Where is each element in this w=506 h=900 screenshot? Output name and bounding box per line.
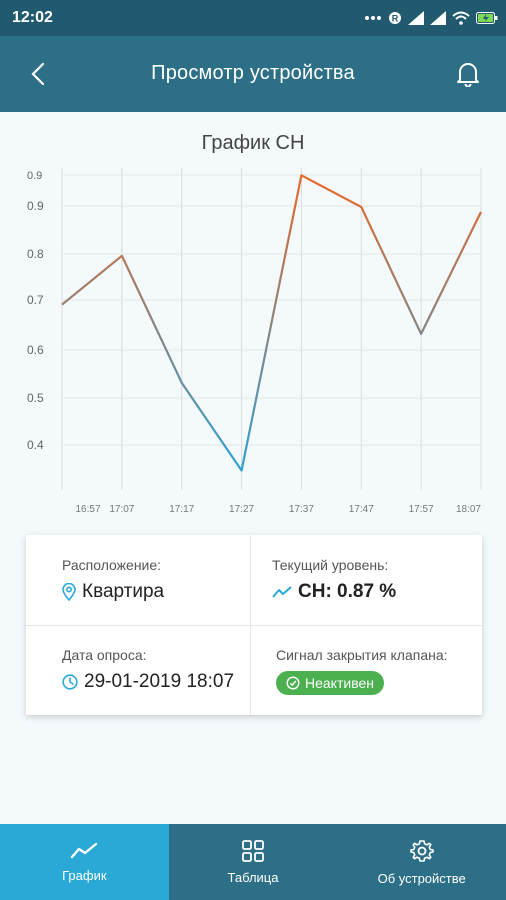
date-cell: Дата опроса: 29-01-2019 18:07 xyxy=(62,647,234,693)
bell-icon xyxy=(457,63,479,87)
device-info-card: Расположение: Квартира Текущий уровень: … xyxy=(26,535,482,715)
line-chart: 0.9 0.9 0.8 0.7 0.6 0.5 0.4 16:57 17:07 17:17 17:… xyxy=(27,168,482,515)
svg-text:R: R xyxy=(392,14,399,24)
valve-status-text: Неактивен xyxy=(305,675,374,691)
location-pin-icon xyxy=(62,583,76,601)
status-bar: 12:02 R xyxy=(0,0,506,36)
gear-icon xyxy=(409,839,434,862)
x-tick-label: 17:47 xyxy=(349,504,374,515)
x-tick-label: 17:37 xyxy=(289,504,314,515)
y-tick-label: 0.9 xyxy=(27,170,42,182)
card-divider-horizontal xyxy=(26,625,482,626)
nav-chart[interactable]: График xyxy=(0,824,169,900)
y-tick-label: 0.8 xyxy=(27,247,44,261)
location-label: Расположение: xyxy=(62,557,162,573)
chart-grid xyxy=(61,168,482,490)
x-tick-label: 17:57 xyxy=(409,504,434,515)
notifications-button[interactable] xyxy=(452,58,484,90)
date-label: Дата опроса: xyxy=(62,647,147,663)
valve-cell: Сигнал закрытия клапана: Неактивен xyxy=(276,647,448,695)
y-tick-label: 0.9 xyxy=(27,199,44,213)
dots-icon xyxy=(365,16,381,20)
battery-icon xyxy=(476,12,498,24)
grid-icon xyxy=(242,839,264,862)
y-tick-label: 0.5 xyxy=(27,391,44,405)
valve-label: Сигнал закрытия клапана: xyxy=(276,647,448,663)
chart-title: График CH xyxy=(201,132,305,154)
nav-table-label: Таблица xyxy=(227,869,279,885)
x-tick-label: 16:57 xyxy=(75,504,100,515)
nav-table[interactable]: Таблица xyxy=(169,824,338,900)
y-tick-label: 0.4 xyxy=(27,438,44,452)
level-label: Текущий уровень: xyxy=(272,557,389,573)
nav-about-label: Об устройстве xyxy=(377,870,466,886)
app-bar: Просмотр устройства xyxy=(0,36,506,112)
trend-icon xyxy=(272,586,292,598)
date-value: 29-01-2019 18:07 xyxy=(84,671,235,692)
valve-status-badge: Неактивен xyxy=(276,671,384,695)
x-tick-label: 18:07 xyxy=(456,504,481,515)
chart-icon xyxy=(71,842,98,858)
signal-icon-2 xyxy=(430,11,446,25)
wifi-icon xyxy=(452,11,470,25)
signal-icon xyxy=(408,11,424,25)
level-value: CH: 0.87 % xyxy=(298,581,397,602)
x-tick-label: 17:27 xyxy=(229,504,254,515)
status-time: 12:02 xyxy=(12,9,53,26)
location-cell: Расположение: Квартира xyxy=(62,557,164,603)
location-value: Квартира xyxy=(82,581,165,602)
x-tick-label: 17:07 xyxy=(109,504,134,515)
level-value-row: CH: 0.87 % xyxy=(272,581,396,603)
bottom-navigation: График Таблица Об устройстве xyxy=(0,824,506,900)
check-circle-icon xyxy=(286,676,300,690)
nav-about[interactable]: Об устройстве xyxy=(337,824,506,900)
y-tick-label: 0.6 xyxy=(27,343,44,357)
nav-chart-label: График xyxy=(62,867,107,883)
registered-icon: R xyxy=(389,12,401,24)
back-button[interactable] xyxy=(22,58,54,90)
level-cell: Текущий уровень: CH: 0.87 % xyxy=(272,557,396,603)
page-title: Просмотр устройства xyxy=(151,62,355,84)
series-line xyxy=(61,174,482,472)
location-value-row: Квартира xyxy=(62,581,164,603)
clock-icon xyxy=(62,674,78,690)
date-value-row: 29-01-2019 18:07 xyxy=(62,671,234,693)
back-arrow-icon xyxy=(31,62,45,86)
x-tick-label: 17:17 xyxy=(169,504,194,515)
y-axis-ticks: 0.9 0.9 0.8 0.7 0.6 0.5 0.4 xyxy=(27,170,44,452)
status-icons: R xyxy=(364,8,498,28)
y-tick-label: 0.7 xyxy=(27,293,44,307)
x-axis-ticks: 16:57 17:07 17:17 17:27 17:37 17:47 17:57 18:07 xyxy=(75,504,481,515)
